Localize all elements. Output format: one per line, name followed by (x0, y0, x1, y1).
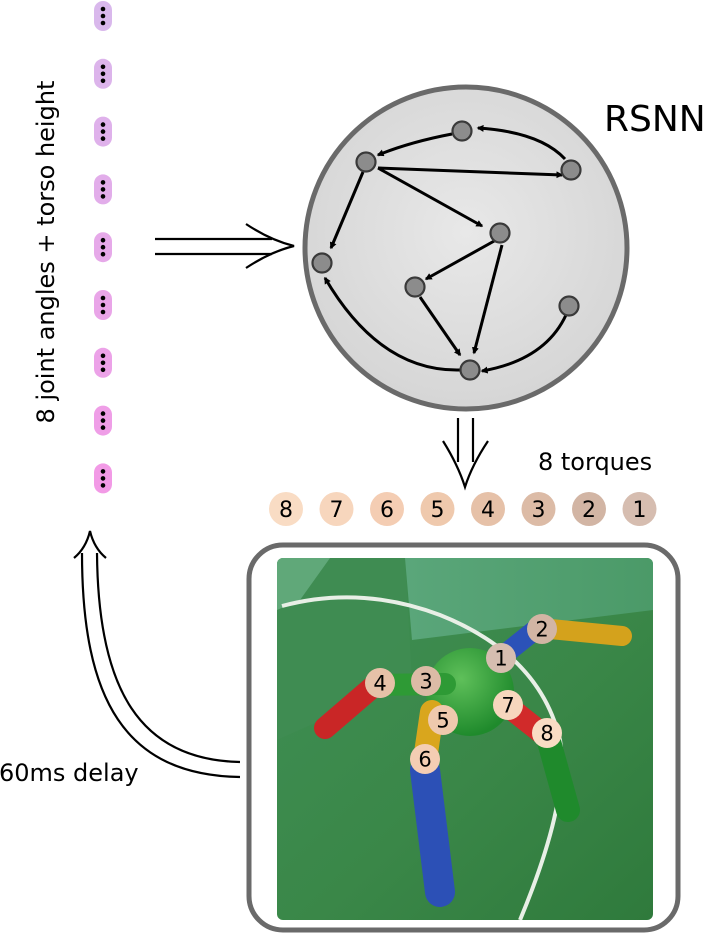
neuron (489, 222, 511, 244)
torque-badge-row: 8 7 6 5 4 3 2 1 (269, 492, 657, 526)
ant-simulation-view: 1 2 3 4 56 7 8 (246, 542, 681, 933)
joint-badge-label: 7 (501, 694, 514, 718)
neuron-nodes (311, 120, 582, 381)
input-neuron (94, 1, 112, 31)
neuron (311, 252, 333, 274)
joint-badge: 1 (486, 643, 516, 673)
torque-badge: 3 (521, 492, 556, 526)
network-label: RSNN (604, 99, 706, 140)
input-neuron (94, 347, 112, 378)
network-to-torques-arrow (442, 418, 489, 491)
input-neuron (94, 58, 112, 89)
joint-badge: 2 (527, 614, 557, 644)
joint-badge-label: 5 (436, 709, 449, 733)
torque-badge-label: 3 (532, 498, 546, 523)
input-neuron (94, 463, 112, 494)
joint-badge-label: 6 (418, 748, 431, 772)
neuron (355, 151, 377, 173)
torque-badge-label: 7 (330, 498, 344, 523)
neuron (451, 120, 473, 142)
input-neuron (94, 290, 112, 320)
rsnn-network (302, 84, 630, 412)
joint-badge-label: 3 (419, 670, 432, 694)
input-neuron (94, 116, 112, 147)
input-neuron-column (94, 1, 112, 494)
torque-badge: 4 (471, 492, 505, 526)
joint-badge: 4 (365, 668, 395, 698)
torque-badge: 6 (370, 492, 404, 526)
neuron (404, 276, 426, 298)
torque-badge: 5 (420, 492, 455, 526)
joint-badge-label: 4 (373, 672, 386, 696)
joint-badge-label: 8 (540, 722, 553, 746)
output-label: 8 torques (538, 448, 652, 476)
torque-badge: 1 (622, 492, 657, 526)
neuron (558, 295, 580, 317)
torque-badge-label: 2 (582, 498, 596, 523)
input-label: 8 joint angles + torso height (32, 81, 60, 424)
synapse-connections (323, 124, 568, 374)
input-neuron (94, 232, 112, 263)
feedback-delay-arrow (73, 530, 241, 779)
joint-badges: 1 2 3 4 56 7 8 (365, 614, 562, 774)
torque-badge: 7 (319, 492, 354, 526)
input-neuron (94, 405, 112, 436)
joint-badge: 8 (532, 718, 562, 748)
joint-badge: 6 (410, 744, 440, 774)
input-to-network-arrow (155, 223, 295, 269)
torque-badge-label: 5 (431, 498, 445, 523)
torque-badge: 2 (572, 492, 606, 526)
torque-badge-label: 4 (481, 498, 495, 523)
neuron (459, 359, 481, 381)
joint-badge: 5 (428, 705, 458, 735)
torque-badge: 8 (269, 492, 303, 526)
torque-badge-label: 8 (279, 498, 293, 523)
neuron (560, 159, 582, 181)
joint-badge: 7 (493, 690, 523, 720)
joint-badge-label: 2 (535, 618, 548, 642)
torque-badge-label: 1 (633, 498, 647, 523)
joint-badge: 3 (411, 666, 441, 696)
input-neuron (94, 174, 112, 205)
delay-label: 60ms delay (0, 759, 139, 787)
torque-badge-label: 6 (380, 498, 394, 523)
joint-badge-label: 1 (494, 647, 507, 671)
